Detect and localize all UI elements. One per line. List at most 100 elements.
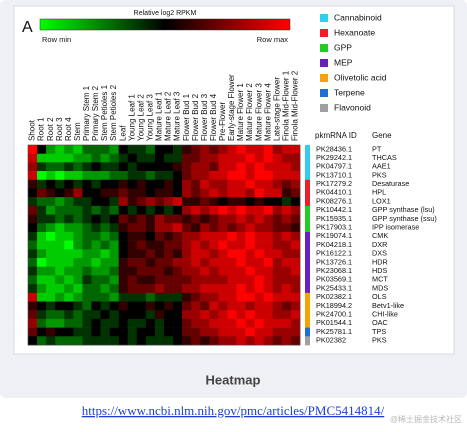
heatmap-cell bbox=[182, 301, 192, 311]
heatmap-cell bbox=[73, 179, 83, 189]
colorbar-min-label: Row min bbox=[42, 35, 71, 44]
row-group-bar bbox=[305, 301, 310, 311]
heatmap-cell bbox=[263, 301, 274, 311]
heatmap-cell bbox=[46, 179, 56, 189]
column-label: Primary Stem 1 bbox=[82, 85, 91, 141]
heatmap-cell bbox=[109, 284, 119, 294]
heatmap-cell bbox=[100, 249, 110, 259]
heatmap-cell bbox=[281, 249, 292, 259]
heatmap-cell bbox=[218, 197, 228, 207]
heatmap-cell bbox=[28, 153, 38, 163]
heatmap-cell bbox=[109, 205, 119, 215]
heatmap-cell bbox=[182, 310, 192, 320]
row-gene-label: DXS bbox=[372, 249, 387, 258]
heatmap-cell bbox=[227, 292, 237, 302]
heatmap-cell bbox=[182, 197, 192, 207]
row-gene-label: DXR bbox=[372, 240, 387, 249]
heatmap-cell bbox=[290, 179, 301, 189]
heatmap-cell bbox=[145, 188, 156, 198]
heatmap-cell bbox=[290, 249, 301, 259]
heatmap-cell bbox=[46, 327, 56, 337]
heatmap-cell bbox=[290, 301, 301, 311]
heatmap-cell bbox=[136, 171, 147, 181]
heatmap-cell bbox=[272, 249, 283, 259]
heatmap-cell bbox=[127, 240, 138, 250]
heatmap-cell bbox=[200, 327, 210, 337]
row-gene-label: HDS bbox=[372, 266, 388, 275]
heatmap-cell bbox=[173, 223, 183, 233]
heatmap-cell bbox=[182, 336, 192, 346]
heatmap-cell bbox=[263, 258, 274, 268]
heatmap-cell bbox=[46, 275, 56, 285]
heatmap-cell bbox=[281, 179, 292, 189]
heatmap-cell bbox=[227, 171, 237, 181]
heatmap-cell bbox=[118, 240, 129, 250]
heatmap-cell bbox=[91, 327, 101, 337]
heatmap-cell bbox=[37, 153, 47, 163]
row-id-label: PK17279.2 bbox=[316, 179, 352, 188]
heatmap-cell bbox=[290, 266, 301, 276]
heatmap-cell bbox=[263, 292, 274, 302]
heatmap-cell bbox=[173, 171, 183, 181]
heatmap-cell bbox=[245, 310, 255, 320]
heatmap-cell bbox=[182, 171, 192, 181]
heatmap-border bbox=[27, 144, 301, 346]
heatmap-cell bbox=[37, 171, 47, 181]
heatmap-cell bbox=[154, 223, 165, 233]
heatmap-cell bbox=[290, 205, 301, 215]
heatmap-cell bbox=[136, 231, 147, 241]
heatmap-cell bbox=[164, 197, 174, 207]
heatmap-cell bbox=[245, 214, 255, 224]
row-group-bar bbox=[305, 188, 310, 198]
heatmap-cell bbox=[245, 145, 255, 154]
heatmap-cell bbox=[55, 327, 65, 337]
heatmap-cell bbox=[46, 310, 56, 320]
heatmap-cell bbox=[182, 240, 192, 250]
heatmap-cell bbox=[73, 171, 83, 181]
column-label: Mature Flower 3 bbox=[254, 83, 263, 141]
heatmap-cell bbox=[145, 284, 156, 294]
heatmap-cell bbox=[227, 249, 237, 259]
heatmap-cell bbox=[46, 266, 56, 276]
heatmap-cell bbox=[28, 318, 38, 328]
column-label: Early-stage Flower bbox=[227, 74, 236, 141]
heatmap-cell bbox=[37, 275, 47, 285]
row-group-bar bbox=[305, 153, 310, 163]
heatmap-cell bbox=[227, 275, 237, 285]
column-label: Mature Leaf 2 bbox=[164, 91, 173, 141]
heatmap-cell bbox=[136, 266, 147, 276]
heatmap-cell bbox=[209, 171, 219, 181]
heatmap-cell bbox=[91, 336, 101, 346]
heatmap-cell bbox=[236, 275, 246, 285]
heatmap-cell bbox=[263, 249, 274, 259]
heatmap-cell bbox=[245, 179, 255, 189]
heatmap-cell bbox=[173, 205, 183, 215]
heatmap-cell bbox=[118, 258, 129, 268]
row-gene-label: MCT bbox=[372, 275, 388, 284]
heatmap-cell bbox=[218, 275, 228, 285]
column-label: Root 1 bbox=[37, 117, 46, 141]
heatmap-cell bbox=[109, 318, 119, 328]
source-link[interactable]: https://www.ncbi.nlm.nih.gov/pmc/article… bbox=[82, 403, 385, 418]
heatmap-cell bbox=[227, 310, 237, 320]
heatmap-cell bbox=[118, 310, 129, 320]
heatmap-cell bbox=[37, 240, 47, 250]
heatmap-cell bbox=[191, 240, 201, 250]
heatmap-cell bbox=[55, 292, 65, 302]
heatmap-cell bbox=[91, 240, 101, 250]
heatmap-cell bbox=[227, 336, 237, 346]
heatmap-cell bbox=[281, 205, 292, 215]
column-label: Mature Flower 1 bbox=[236, 83, 245, 141]
heatmap-cell bbox=[28, 162, 38, 172]
heatmap-cell bbox=[182, 188, 192, 198]
heatmap-cell bbox=[164, 205, 174, 215]
heatmap-cell bbox=[145, 197, 156, 207]
heatmap-cell bbox=[91, 231, 101, 241]
heatmap-cell bbox=[46, 318, 56, 328]
heatmap-cell bbox=[28, 145, 38, 154]
heatmap-cell bbox=[209, 266, 219, 276]
heatmap-cell bbox=[281, 275, 292, 285]
heatmap-cell bbox=[281, 171, 292, 181]
heatmap-cell bbox=[263, 336, 274, 346]
heatmap-cell bbox=[136, 275, 147, 285]
